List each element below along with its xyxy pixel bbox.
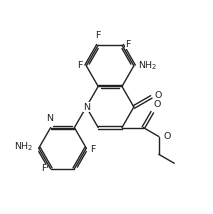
- Text: N: N: [46, 114, 53, 123]
- Text: F: F: [91, 145, 96, 154]
- Text: F: F: [125, 40, 131, 49]
- Text: F: F: [41, 164, 46, 173]
- Text: F: F: [77, 61, 82, 70]
- Text: N: N: [83, 103, 90, 111]
- Text: O: O: [155, 91, 162, 100]
- Text: F: F: [95, 31, 101, 40]
- Text: O: O: [163, 132, 170, 141]
- Text: NH$_2$: NH$_2$: [14, 141, 34, 153]
- Text: O: O: [154, 100, 161, 108]
- Text: NH$_2$: NH$_2$: [138, 59, 158, 72]
